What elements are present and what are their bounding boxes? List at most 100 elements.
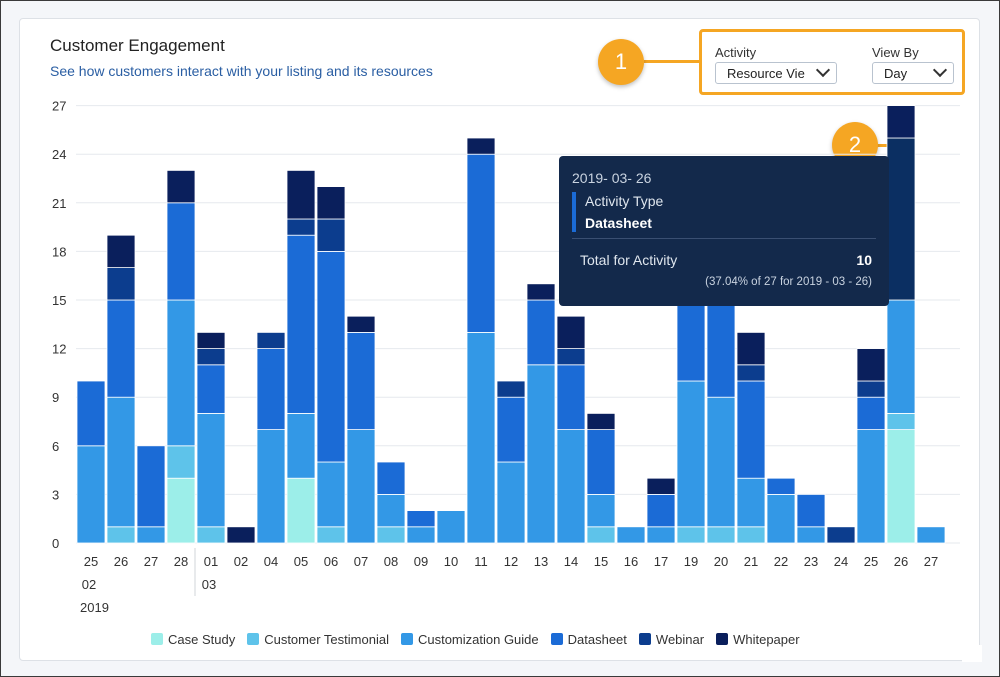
bar-segment-whitepaper[interactable] bbox=[856, 348, 886, 382]
legend-item-datasheet[interactable]: Datasheet bbox=[550, 632, 627, 647]
bar-segment-datasheet[interactable] bbox=[796, 493, 826, 528]
bar-segment-webinar[interactable] bbox=[286, 218, 316, 236]
bar-segment-datasheet[interactable] bbox=[556, 364, 586, 430]
bar-segment-customization-guide[interactable] bbox=[436, 510, 466, 544]
bar-segment-whitepaper[interactable] bbox=[166, 169, 196, 204]
bar-segment-datasheet[interactable] bbox=[586, 429, 616, 495]
bar-segment-datasheet[interactable] bbox=[466, 153, 496, 333]
bar-segment-datasheet[interactable] bbox=[196, 364, 226, 414]
bar-segment-customization-guide[interactable] bbox=[166, 299, 196, 447]
bar-segment-datasheet[interactable] bbox=[286, 234, 316, 414]
bar-segment-customer-testimonial[interactable] bbox=[376, 526, 406, 544]
bar-segment-case-study[interactable] bbox=[286, 477, 316, 544]
bar-segment-customer-testimonial[interactable] bbox=[166, 445, 196, 479]
bar-segment-customization-guide[interactable] bbox=[496, 461, 526, 544]
bar-segment-whitepaper[interactable] bbox=[556, 315, 586, 350]
bar-segment-webinar[interactable] bbox=[886, 137, 916, 301]
bar-segment-customization-guide[interactable] bbox=[556, 429, 586, 544]
bar-segment-whitepaper[interactable] bbox=[586, 412, 616, 430]
bar-segment-customization-guide[interactable] bbox=[676, 380, 706, 528]
bar-segment-customization-guide[interactable] bbox=[736, 477, 766, 528]
bar-segment-datasheet[interactable] bbox=[736, 380, 766, 479]
bar-segment-datasheet[interactable] bbox=[406, 510, 436, 528]
bar-segment-datasheet[interactable] bbox=[316, 250, 346, 463]
activity-select[interactable]: Resource Vie bbox=[715, 62, 837, 84]
bar-segment-webinar[interactable] bbox=[556, 348, 586, 366]
bar-segment-customization-guide[interactable] bbox=[406, 526, 436, 544]
bar-segment-webinar[interactable] bbox=[316, 218, 346, 252]
bar-segment-whitepaper[interactable] bbox=[646, 477, 676, 495]
bar-segment-datasheet[interactable] bbox=[136, 445, 166, 528]
legend-item-whitepaper[interactable]: Whitepaper bbox=[716, 632, 800, 647]
bar-segment-customization-guide[interactable] bbox=[586, 493, 616, 528]
x-tick-label: 20 bbox=[714, 554, 728, 569]
bar-segment-customization-guide[interactable] bbox=[376, 493, 406, 528]
bar-segment-customization-guide[interactable] bbox=[856, 429, 886, 544]
bar-segment-webinar[interactable] bbox=[106, 267, 136, 301]
bar-segment-customization-guide[interactable] bbox=[886, 299, 916, 414]
bar-segment-whitepaper[interactable] bbox=[196, 331, 226, 349]
bar-segment-customer-testimonial[interactable] bbox=[736, 526, 766, 544]
bar-segment-customization-guide[interactable] bbox=[796, 526, 826, 544]
bar-segment-customization-guide[interactable] bbox=[616, 526, 646, 544]
bar-segment-customization-guide[interactable] bbox=[346, 429, 376, 544]
bar-segment-whitepaper[interactable] bbox=[346, 315, 376, 333]
bar-segment-whitepaper[interactable] bbox=[886, 105, 916, 139]
bar-segment-case-study[interactable] bbox=[166, 477, 196, 544]
bar-segment-customization-guide[interactable] bbox=[136, 526, 166, 544]
bar-segment-whitepaper[interactable] bbox=[736, 331, 766, 366]
bar-segment-customer-testimonial[interactable] bbox=[586, 526, 616, 544]
viewby-select[interactable]: Day bbox=[872, 62, 954, 84]
bar-segment-webinar[interactable] bbox=[826, 526, 856, 544]
bar-segment-datasheet[interactable] bbox=[646, 493, 676, 528]
legend-item-customer-testimonial[interactable]: Customer Testimonial bbox=[247, 632, 389, 647]
y-tick-label: 0 bbox=[52, 536, 59, 551]
bar-segment-customization-guide[interactable] bbox=[916, 526, 946, 544]
bar-segment-customization-guide[interactable] bbox=[106, 396, 136, 528]
bar-segment-whitepaper[interactable] bbox=[286, 169, 316, 220]
bar-segment-datasheet[interactable] bbox=[496, 396, 526, 463]
bar-segment-webinar[interactable] bbox=[496, 380, 526, 398]
bar-segment-datasheet[interactable] bbox=[766, 477, 796, 495]
bar-segment-datasheet[interactable] bbox=[76, 380, 106, 447]
bar-segment-datasheet[interactable] bbox=[256, 348, 286, 431]
bar-segment-datasheet[interactable] bbox=[376, 461, 406, 495]
legend-item-customization-guide[interactable]: Customization Guide bbox=[400, 632, 539, 647]
x-tick-label: 07 bbox=[354, 554, 368, 569]
bar-segment-customization-guide[interactable] bbox=[256, 429, 286, 544]
legend-item-webinar[interactable]: Webinar bbox=[638, 632, 704, 647]
bar-segment-customization-guide[interactable] bbox=[196, 412, 226, 528]
bar-segment-customization-guide[interactable] bbox=[76, 445, 106, 544]
bar-segment-customization-guide[interactable] bbox=[766, 493, 796, 544]
bar-segment-datasheet[interactable] bbox=[526, 299, 556, 366]
legend-item-case-study[interactable]: Case Study bbox=[151, 632, 235, 647]
bar-segment-datasheet[interactable] bbox=[856, 396, 886, 431]
bar-segment-customer-testimonial[interactable] bbox=[106, 526, 136, 544]
bar-segment-customer-testimonial[interactable] bbox=[316, 526, 346, 544]
bar-segment-customization-guide[interactable] bbox=[706, 396, 736, 528]
bar-segment-whitepaper[interactable] bbox=[226, 526, 256, 544]
bar-segment-customer-testimonial[interactable] bbox=[676, 526, 706, 544]
bar-segment-datasheet[interactable] bbox=[106, 299, 136, 398]
bar-segment-whitepaper[interactable] bbox=[106, 234, 136, 268]
x-tick-label: 14 bbox=[564, 554, 578, 569]
bar-segment-whitepaper[interactable] bbox=[526, 283, 556, 301]
bar-segment-case-study[interactable] bbox=[886, 429, 916, 544]
bar-segment-customization-guide[interactable] bbox=[466, 331, 496, 544]
bar-segment-whitepaper[interactable] bbox=[316, 186, 346, 220]
bar-segment-datasheet[interactable] bbox=[166, 202, 196, 301]
bar-segment-customer-testimonial[interactable] bbox=[706, 526, 736, 544]
bar-segment-webinar[interactable] bbox=[856, 380, 886, 398]
bar-segment-customization-guide[interactable] bbox=[646, 526, 676, 544]
bar-segment-customization-guide[interactable] bbox=[316, 461, 346, 528]
bar-segment-webinar[interactable] bbox=[196, 348, 226, 366]
bar-segment-customization-guide[interactable] bbox=[286, 412, 316, 479]
bar-segment-webinar[interactable] bbox=[736, 364, 766, 382]
bar-segment-customer-testimonial[interactable] bbox=[196, 526, 226, 544]
bar-segment-whitepaper[interactable] bbox=[466, 137, 496, 155]
tooltip-type-label: Activity Type bbox=[585, 193, 664, 209]
bar-segment-webinar[interactable] bbox=[256, 331, 286, 349]
bar-segment-customer-testimonial[interactable] bbox=[886, 412, 916, 430]
bar-segment-datasheet[interactable] bbox=[346, 331, 376, 430]
bar-segment-customization-guide[interactable] bbox=[526, 364, 556, 544]
